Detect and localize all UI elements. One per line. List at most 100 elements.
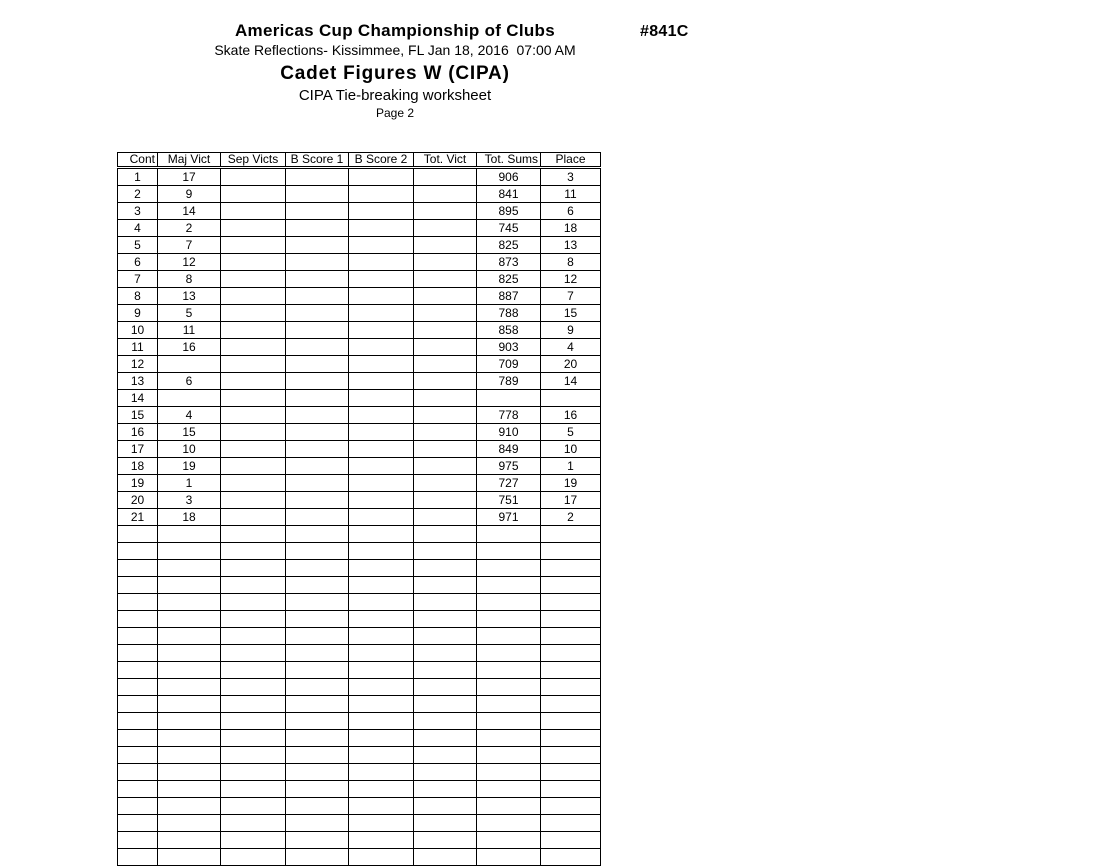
cell-sep_victs (220, 831, 286, 849)
cell-cont: 9 (117, 304, 158, 322)
table-row: 9 5 788 15 (117, 304, 601, 322)
cell-b_score_1 (285, 270, 349, 288)
cell-tot_sums: 789 (476, 372, 541, 390)
cell-sep_victs (220, 355, 286, 373)
cell-b_score_1 (285, 831, 349, 849)
cell-tot_vict (413, 627, 477, 645)
cell-place (540, 644, 601, 662)
cell-sep_victs (220, 474, 286, 492)
cell-maj_vict (157, 559, 221, 577)
cell-cont (117, 695, 158, 713)
cell-cont: 5 (117, 236, 158, 254)
cell-b_score_1 (285, 355, 349, 373)
cell-tot_sums (476, 831, 541, 849)
table-row (117, 746, 601, 764)
cell-b_score_1 (285, 219, 349, 237)
cell-tot_vict (413, 457, 477, 475)
cell-place (540, 525, 601, 543)
table-row: 20 3 751 17 (117, 491, 601, 509)
cell-maj_vict: 6 (157, 372, 221, 390)
cell-b_score_1 (285, 678, 349, 696)
cell-place: 5 (540, 423, 601, 441)
cell-b_score_2 (348, 712, 414, 730)
cell-place (540, 389, 601, 407)
cell-b_score_2 (348, 780, 414, 798)
cell-b_score_1 (285, 236, 349, 254)
cell-b_score_2 (348, 355, 414, 373)
cell-sep_victs (220, 644, 286, 662)
cell-b_score_1 (285, 712, 349, 730)
column-header-tot_vict: Tot. Vict (413, 152, 477, 169)
cell-tot_sums (476, 389, 541, 407)
cell-cont (117, 729, 158, 747)
cell-cont (117, 763, 158, 781)
table-row (117, 610, 601, 628)
cell-maj_vict (157, 831, 221, 849)
table-row (117, 814, 601, 832)
competition-title: Americas Cup Championship of Clubs (234, 21, 555, 40)
cell-tot_sums (476, 814, 541, 832)
cell-maj_vict (157, 542, 221, 560)
cell-sep_victs (220, 542, 286, 560)
cell-tot_sums (476, 746, 541, 764)
table-row: 17 10 849 10 (117, 440, 601, 458)
cell-place: 6 (540, 202, 601, 220)
cell-b_score_2 (348, 525, 414, 543)
table-row: 6 12 873 8 (117, 253, 601, 271)
cell-sep_victs (220, 712, 286, 730)
cell-maj_vict: 1 (157, 474, 221, 492)
cell-cont (117, 644, 158, 662)
cell-tot_sums: 849 (476, 440, 541, 458)
cell-sep_victs (220, 389, 286, 407)
cell-cont: 20 (117, 491, 158, 509)
cell-tot_sums (476, 627, 541, 645)
cell-tot_sums (476, 695, 541, 713)
cell-b_score_1 (285, 508, 349, 526)
cell-b_score_1 (285, 695, 349, 713)
cell-sep_victs (220, 338, 286, 356)
cell-maj_vict: 4 (157, 406, 221, 424)
cell-tot_sums: 751 (476, 491, 541, 509)
table-row: 21 18 971 2 (117, 508, 601, 526)
cell-tot_vict (413, 185, 477, 203)
cell-maj_vict: 7 (157, 236, 221, 254)
cell-tot_vict (413, 848, 477, 866)
cell-tot_sums: 903 (476, 338, 541, 356)
cell-tot_sums: 887 (476, 287, 541, 305)
cell-cont: 19 (117, 474, 158, 492)
cell-cont (117, 593, 158, 611)
cell-tot_vict (413, 389, 477, 407)
table-row (117, 763, 601, 781)
cell-maj_vict: 10 (157, 440, 221, 458)
cell-maj_vict: 11 (157, 321, 221, 339)
cell-b_score_2 (348, 474, 414, 492)
cell-cont: 18 (117, 457, 158, 475)
cell-tot_vict (413, 763, 477, 781)
cell-tot_vict (413, 372, 477, 390)
cell-maj_vict: 12 (157, 253, 221, 271)
cell-cont: 1 (117, 167, 158, 186)
cell-cont (117, 848, 158, 866)
cell-place: 9 (540, 321, 601, 339)
cell-tot_vict (413, 423, 477, 441)
cell-b_score_2 (348, 202, 414, 220)
cell-b_score_1 (285, 797, 349, 815)
cell-tot_vict (413, 712, 477, 730)
cell-sep_victs (220, 491, 286, 509)
cell-cont: 14 (117, 389, 158, 407)
table-row: 13 6 789 14 (117, 372, 601, 390)
cell-sep_victs (220, 627, 286, 645)
cell-b_score_1 (285, 644, 349, 662)
cell-tot_vict (413, 270, 477, 288)
cell-maj_vict: 14 (157, 202, 221, 220)
cell-tot_vict (413, 474, 477, 492)
cell-b_score_1 (285, 474, 349, 492)
cell-sep_victs (220, 593, 286, 611)
cell-place (540, 746, 601, 764)
cell-sep_victs (220, 321, 286, 339)
cell-place: 8 (540, 253, 601, 271)
cell-b_score_1 (285, 763, 349, 781)
cell-cont (117, 525, 158, 543)
cell-maj_vict: 5 (157, 304, 221, 322)
cell-sep_victs (220, 661, 286, 679)
